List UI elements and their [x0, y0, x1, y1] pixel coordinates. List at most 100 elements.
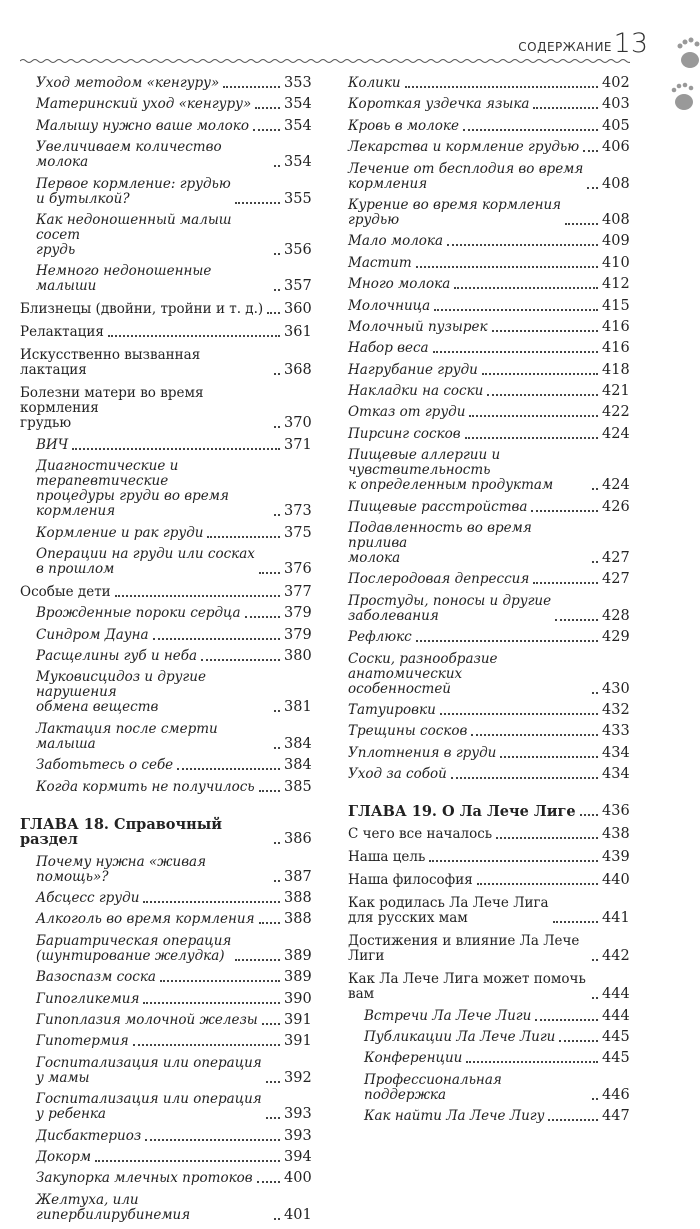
toc-entry: Публикации Ла Лече Лиги 445: [348, 1029, 630, 1045]
toc-entry-title: Диагностические и терапевтические процед…: [36, 458, 229, 520]
toc-page-number: 360: [284, 301, 312, 318]
dot-leader: [404, 86, 598, 88]
toc-entry-title: Короткая уздечка языка: [348, 96, 530, 113]
toc-page-number: 357: [284, 278, 312, 295]
toc-entry: Как найти Ла Лече Лигу 447: [348, 1108, 630, 1125]
toc-entry-title: Отказ от груди: [348, 404, 466, 421]
dot-leader: [565, 222, 598, 225]
toc-page-number: 436: [602, 803, 630, 820]
toc-page-number: 373: [284, 503, 312, 520]
toc-entry-title: Муковисцидоз и другие нарушения обмена в…: [36, 669, 206, 716]
toc-entry: Конференции 445: [348, 1050, 630, 1067]
toc-entry-title: Простуды, поносы и другие заболевания: [348, 592, 552, 624]
toc-page-number: 377: [284, 583, 312, 600]
toc-entry-title: Достижения и влияние Ла Лече Лиги: [348, 933, 580, 965]
toc-page-number: 408: [602, 175, 630, 192]
toc-page-number: 410: [602, 254, 630, 271]
dot-leader: [429, 860, 598, 863]
dot-leader: [415, 640, 598, 643]
toc-page-number: 421: [602, 383, 630, 400]
toc-entry: Докорм 394: [20, 1149, 312, 1165]
dot-leader: [95, 1159, 280, 1162]
toc-entry: Мало молока 409: [348, 234, 630, 249]
toc-page-number: 406: [602, 139, 630, 156]
dot-leader: [132, 1044, 280, 1047]
toc-entry-title: Гипотермия: [36, 1033, 129, 1050]
toc-page-number: 375: [284, 524, 312, 541]
toc-entry: Наша философия 440: [348, 873, 630, 888]
toc-entry-title: Первое кормление: грудью и бутылкой?: [36, 175, 231, 207]
toc-entry-title: Врожденные пороки сердца: [36, 605, 241, 622]
dot-leader: [274, 841, 280, 844]
toc-page-number: 355: [284, 190, 312, 207]
toc-page-number: 385: [284, 778, 312, 795]
toc-entry-title: Кровь в молоке: [348, 117, 459, 134]
dot-leader: [274, 1217, 280, 1220]
toc-page-number: 393: [284, 1127, 312, 1144]
toc-entry: Почему нужна «живая помощь»? 387: [20, 853, 312, 885]
dot-leader: [72, 447, 280, 450]
toc-entry: Короткая уздечка языка 403: [348, 96, 630, 113]
toc-entry: Татуировки 432: [348, 702, 630, 718]
dot-leader: [274, 879, 280, 882]
toc-page-number: 389: [284, 969, 312, 986]
toc-entry: Колики 402: [348, 76, 630, 91]
toc-page-number: 447: [602, 1108, 630, 1125]
toc-page-number: 445: [602, 1050, 630, 1067]
toc-entry-title: Как недоношенный малыш сосет грудь: [36, 211, 232, 258]
toc-page-number: 354: [284, 96, 312, 113]
dot-leader: [256, 1181, 280, 1184]
toc-chapter-heading: ГЛАВА 19. О Ла Лече Лиге 436: [348, 803, 630, 820]
toc-entry: Пищевые расстройства 426: [348, 498, 630, 515]
toc-entry-title: Синдром Дауна: [36, 626, 149, 643]
toc-entry: Много молока 412: [348, 276, 630, 293]
dot-leader: [559, 1039, 598, 1042]
toc-entry-title: Кормление и рак груди: [36, 524, 204, 541]
toc-entry-title: Релактация: [20, 324, 104, 341]
toc-entry-title: Профессиональная поддержка: [364, 1071, 502, 1103]
toc-entry-title: Близнецы (двойни, тройни и т. д.): [20, 301, 264, 318]
dot-leader: [265, 1117, 280, 1120]
toc-page-number: 390: [284, 990, 312, 1007]
toc-page-number: 380: [284, 648, 312, 665]
toc-entry: Уплотнения в груди 434: [348, 744, 630, 761]
toc-entry-title: Гипоплазия молочной железы: [36, 1011, 258, 1028]
toc-entry-title: Заботьтесь о себе: [36, 757, 174, 774]
dot-leader: [274, 373, 280, 376]
dot-leader: [439, 712, 598, 715]
toc-entry: Закупорка млечных протоков 400: [20, 1170, 312, 1187]
toc-page-number: 433: [602, 723, 630, 740]
toc-entry-title: Алкоголь во время кормления: [36, 911, 255, 928]
toc-entry-title: Бариатрическая операция (шунтирование же…: [36, 932, 232, 964]
toc-page-number: 416: [602, 318, 630, 335]
dot-leader: [252, 128, 280, 131]
toc-entry-title: ВИЧ: [36, 436, 69, 453]
toc-page-number: 438: [602, 826, 630, 843]
toc-page-number: 389: [284, 947, 312, 964]
toc-entry-title: Вазоспазм соска: [36, 969, 156, 986]
toc-page-number: 426: [602, 498, 630, 515]
toc-entry: Достижения и влияние Ла Лече Лиги 442: [348, 933, 630, 965]
toc-entry: Трещины сосков 433: [348, 723, 630, 740]
toc-entry: Диагностические и терапевтические процед…: [20, 458, 312, 520]
toc-entry: Лекарства и кормление грудью 406: [348, 139, 630, 156]
dot-leader: [555, 618, 598, 621]
toc-entry-title: Подавленность во время прилива молока: [348, 520, 532, 567]
toc-page-number: 408: [602, 211, 630, 228]
toc-entry-title: Много молока: [348, 276, 451, 293]
toc-entry: Искусственно вызванная лактация 368: [20, 348, 312, 378]
toc-entry-title: Рефлюкс: [348, 629, 412, 646]
toc-entry: Госпитализация или операция у ребенка 393: [20, 1092, 312, 1122]
toc-page-number: 442: [602, 948, 630, 965]
toc-entry-title: Трещины сосков: [348, 723, 468, 740]
toc-page-number: 441: [602, 910, 630, 927]
toc-page-number: 400: [284, 1170, 312, 1187]
toc-entry-title: Уплотнения в груди: [348, 744, 497, 761]
toc-entry-title: Малышу нужно ваше молоко: [36, 117, 249, 134]
dot-leader: [274, 514, 280, 517]
toc-entry-title: Почему нужна «живая помощь»?: [36, 853, 207, 885]
toc-entry: Кровь в молоке 405: [348, 117, 630, 134]
toc-page-number: 418: [602, 361, 630, 378]
dot-leader: [114, 594, 280, 597]
toc-entry: Муковисцидоз и другие нарушения обмена в…: [20, 669, 312, 716]
